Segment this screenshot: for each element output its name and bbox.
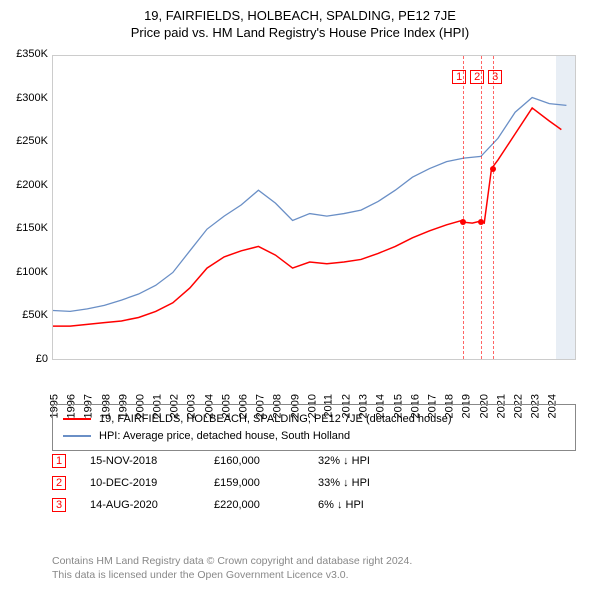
marker-point [460, 219, 466, 225]
transaction-date: 15-NOV-2018 [90, 455, 190, 467]
legend-row: HPI: Average price, detached house, Sout… [63, 428, 565, 445]
legend-label: 19, FAIRFIELDS, HOLBEACH, SPALDING, PE12… [99, 411, 452, 428]
y-tick-label: £350K [8, 48, 48, 60]
y-tick-label: £50K [8, 309, 48, 321]
y-tick-label: £250K [8, 135, 48, 147]
transaction-delta: 32% ↓ HPI [318, 455, 370, 467]
transaction-marker: 2 [52, 476, 66, 490]
transaction-date: 14-AUG-2020 [90, 499, 190, 511]
transaction-price: £160,000 [214, 455, 294, 467]
y-tick-label: £150K [8, 222, 48, 234]
page-title: 19, FAIRFIELDS, HOLBEACH, SPALDING, PE12… [12, 8, 588, 23]
transaction-delta: 33% ↓ HPI [318, 477, 370, 489]
transaction-price: £220,000 [214, 499, 294, 511]
marker-vline [493, 56, 494, 359]
y-tick-label: £0 [8, 353, 48, 365]
legend-swatch [63, 418, 91, 420]
legend-swatch [63, 435, 91, 437]
marker-point [478, 219, 484, 225]
chart-svg [53, 56, 575, 359]
transaction-row: 2 10-DEC-2019 £159,000 33% ↓ HPI [52, 476, 576, 490]
legend-row: 19, FAIRFIELDS, HOLBEACH, SPALDING, PE12… [63, 411, 565, 428]
transaction-date: 10-DEC-2019 [90, 477, 190, 489]
legend-label: HPI: Average price, detached house, Sout… [99, 428, 350, 445]
legend-box: 19, FAIRFIELDS, HOLBEACH, SPALDING, PE12… [52, 404, 576, 451]
footer: Contains HM Land Registry data © Crown c… [52, 554, 576, 582]
y-tick-label: £200K [8, 179, 48, 191]
y-tick-label: £100K [8, 266, 48, 278]
marker-point [490, 166, 496, 172]
y-tick-label: £300K [8, 92, 48, 104]
transaction-marker: 3 [52, 498, 66, 512]
transaction-price: £159,000 [214, 477, 294, 489]
transaction-marker: 1 [52, 454, 66, 468]
transaction-row: 1 15-NOV-2018 £160,000 32% ↓ HPI [52, 454, 576, 468]
chart-plot-area [52, 55, 576, 360]
footer-line1: Contains HM Land Registry data © Crown c… [52, 554, 576, 568]
footer-line2: This data is licensed under the Open Gov… [52, 568, 576, 582]
transaction-row: 3 14-AUG-2020 £220,000 6% ↓ HPI [52, 498, 576, 512]
transaction-delta: 6% ↓ HPI [318, 499, 364, 511]
marker-vline [463, 56, 464, 359]
marker-vline [481, 56, 482, 359]
page-subtitle: Price paid vs. HM Land Registry's House … [12, 25, 588, 40]
transactions-table: 1 15-NOV-2018 £160,000 32% ↓ HPI 2 10-DEC-201… [52, 454, 576, 520]
